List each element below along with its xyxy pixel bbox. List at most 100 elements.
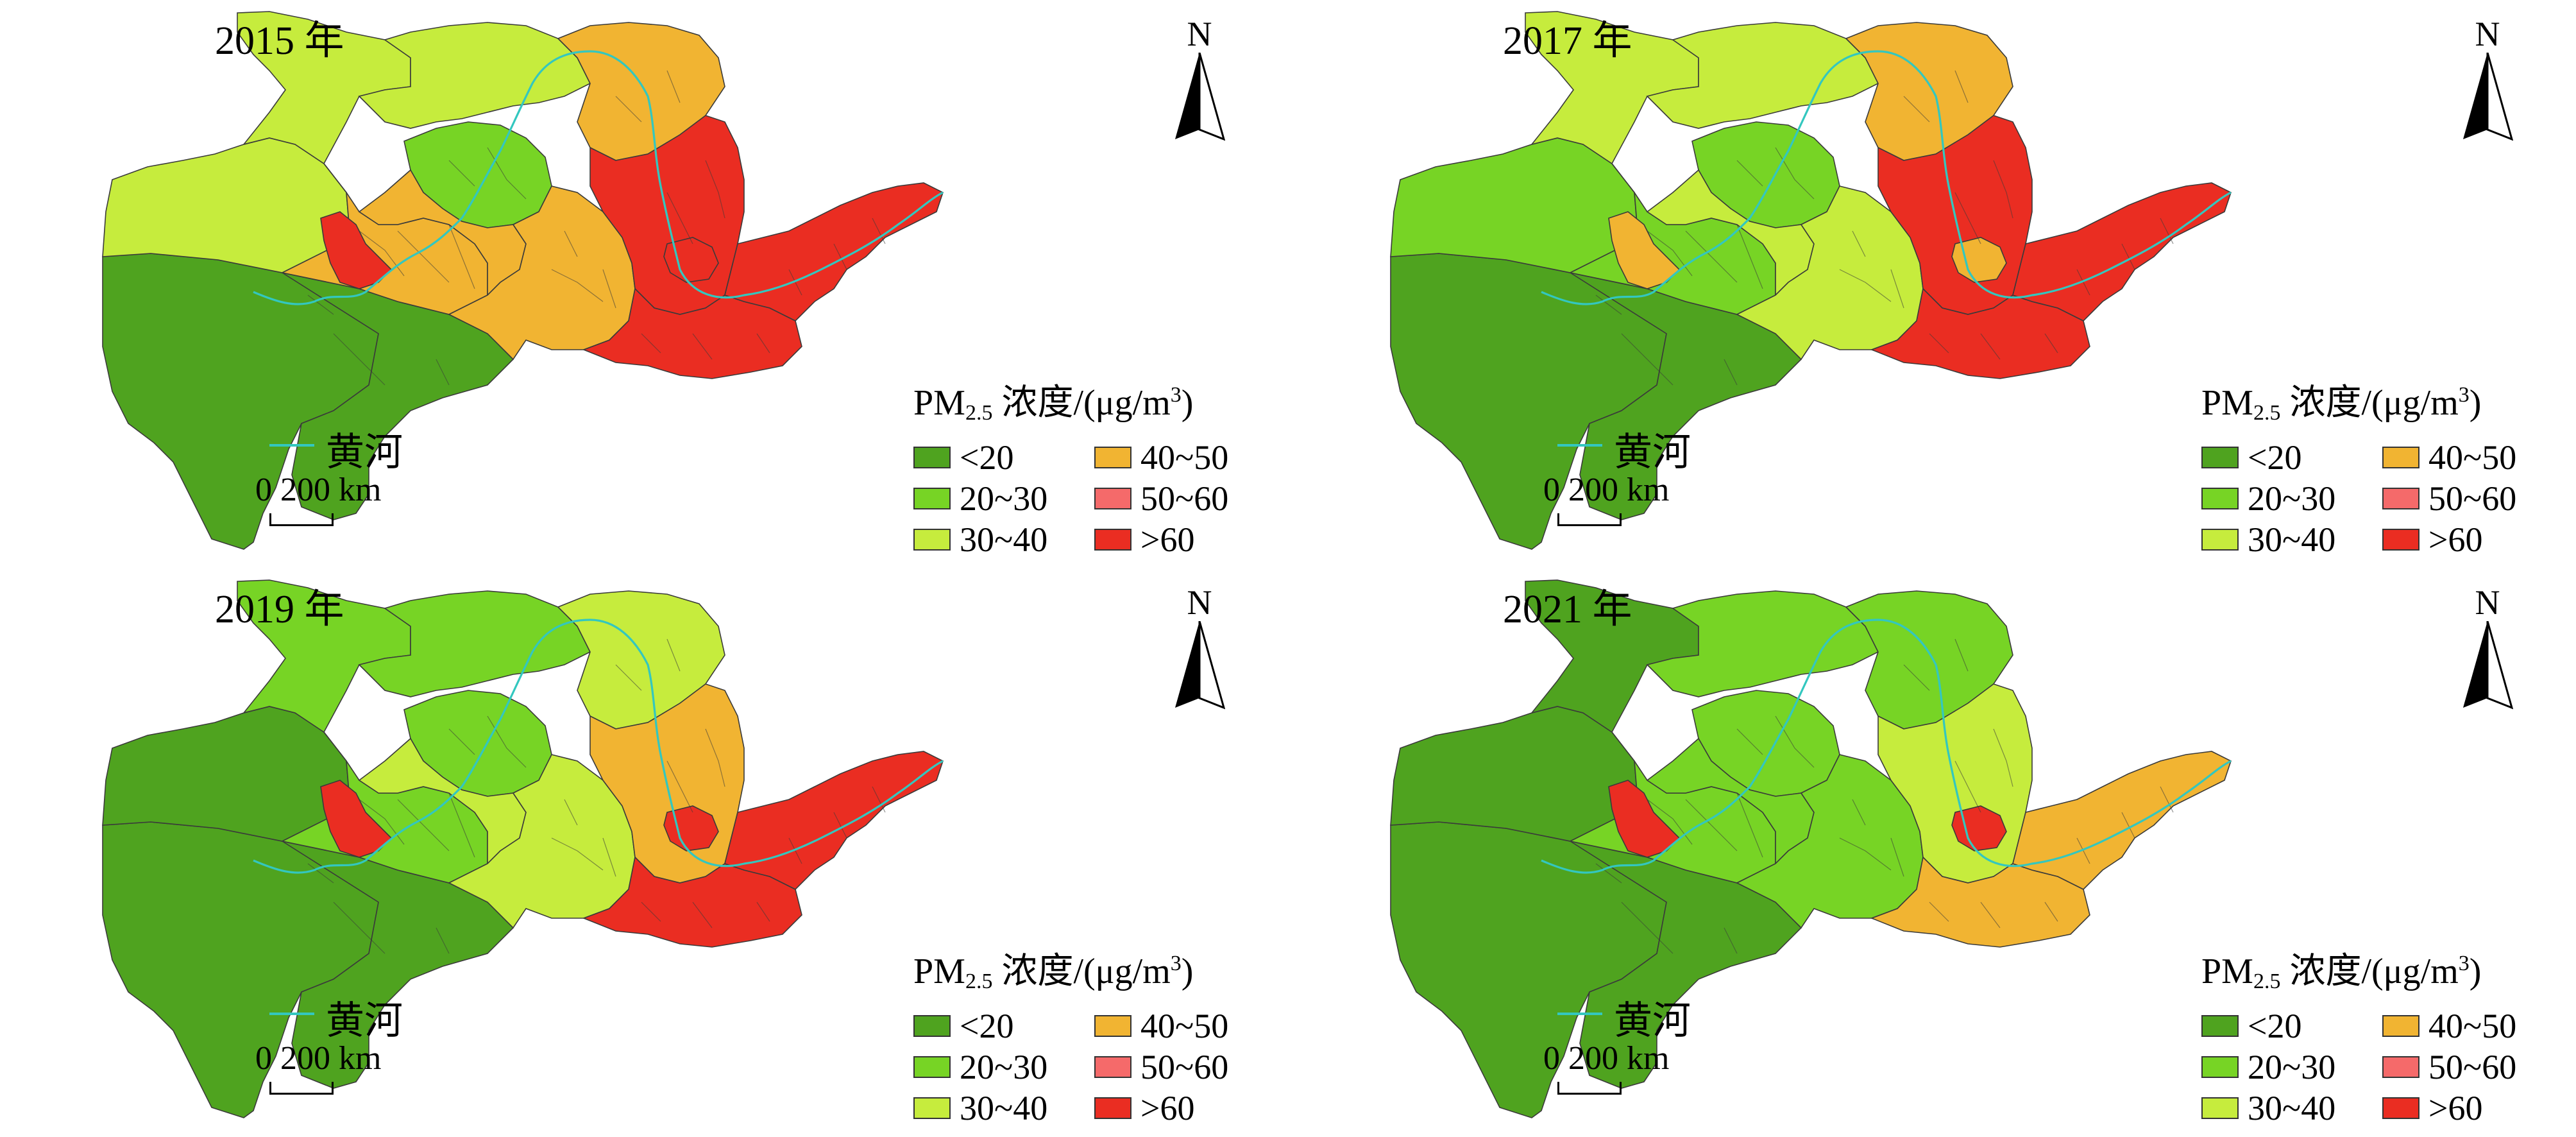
scale-bar-line — [269, 513, 334, 526]
legend-swatch — [913, 1056, 951, 1078]
region-local-hotspot — [1951, 237, 2007, 283]
north-arrow: N — [2455, 583, 2520, 711]
pm25-legend: PM2.5 浓度/(μg/m3) <20 20~30 30~40 40~50 50~60… — [913, 373, 1273, 559]
scale-bar: 0 200 km — [1543, 471, 1697, 529]
legend-label: <20 — [2248, 438, 2302, 477]
map-panel-2021-年: 2021 年 N 黄河 0 200 km PM2.5 浓度/(μg/m3) <2… — [1288, 568, 2576, 1137]
legend-label: 40~50 — [1140, 1007, 1229, 1045]
region-inner-mongolia-central — [358, 22, 591, 129]
legend-label: 50~60 — [1140, 479, 1229, 518]
legend-label: 30~40 — [2248, 1089, 2336, 1127]
legend-swatch — [1094, 488, 1131, 509]
river-legend-label: 黄河 — [326, 431, 403, 474]
legend-swatch — [913, 447, 951, 468]
north-letter: N — [1187, 15, 1212, 53]
legend-swatch — [913, 1015, 951, 1037]
legend-label: <20 — [2248, 1007, 2302, 1045]
pm25-legend: PM2.5 浓度/(μg/m3) <20 20~30 30~40 40~50 50~60… — [913, 942, 1273, 1127]
year-title: 2019 年 — [215, 588, 344, 631]
region-inner-mongolia-west — [237, 579, 411, 733]
legend-label: 30~40 — [960, 1089, 1048, 1127]
north-letter: N — [1187, 583, 1212, 622]
legend-swatch — [2382, 529, 2419, 551]
county-boundaries — [1595, 70, 2174, 386]
map-panel-2015-年: 2015 年 N 黄河 0 200 km PM2.5 浓度/(μg/m3) <2… — [0, 0, 1288, 568]
north-arrow-icon — [1175, 53, 1225, 141]
legend-label: 20~30 — [2248, 479, 2336, 518]
legend-swatch — [2382, 488, 2419, 509]
region-inner-mongolia-west — [237, 11, 411, 165]
region-shandong — [724, 751, 944, 890]
legend-label: 40~50 — [1140, 438, 1229, 477]
region-qinghai — [1390, 706, 1638, 842]
region-layer — [1390, 579, 2232, 1118]
year-title: 2021 年 — [1503, 588, 1632, 631]
map-panel-2017-年: 2017 年 N 黄河 0 200 km PM2.5 浓度/(μg/m3) <2… — [1288, 0, 2576, 568]
legend-swatch — [2382, 1056, 2419, 1078]
legend-label: 20~30 — [960, 1048, 1048, 1086]
county-boundaries — [1595, 638, 2174, 954]
legend-label: 50~60 — [2428, 479, 2517, 518]
river-legend-label: 黄河 — [326, 1000, 403, 1042]
region-shandong — [2012, 182, 2232, 321]
region-qinghai — [102, 706, 350, 842]
scale-bar: 0 200 km — [1543, 1039, 1697, 1097]
region-shandong — [2012, 751, 2232, 890]
scale-bar: 0 200 km — [255, 471, 409, 529]
legend-label: >60 — [2428, 1089, 2483, 1127]
yellow-river-line — [1541, 619, 2232, 874]
legend-swatch — [2201, 488, 2239, 509]
river-line-icon — [269, 444, 314, 447]
north-arrow: N — [1167, 583, 1232, 711]
scale-bar-text: 0 200 km — [1543, 1040, 1670, 1077]
north-arrow: N — [1167, 14, 1232, 142]
region-qinghai — [1390, 137, 1638, 273]
legend-label: 50~60 — [2428, 1048, 2517, 1086]
legend-swatch — [2201, 1097, 2239, 1119]
river-legend-label: 黄河 — [1614, 431, 1691, 474]
region-qinghai — [102, 137, 350, 273]
year-title: 2017 年 — [1503, 19, 1632, 63]
choropleth-map — [1390, 579, 2232, 1118]
legend-swatch — [1094, 447, 1131, 468]
legend-swatch — [2382, 1097, 2419, 1119]
legend-label: 30~40 — [2248, 520, 2336, 559]
choropleth-map — [1390, 11, 2232, 550]
north-letter: N — [2475, 15, 2500, 53]
legend-swatch — [2201, 1015, 2239, 1037]
legend-swatch — [2201, 447, 2239, 468]
yellow-river-line — [1541, 50, 2232, 305]
scale-bar-text: 0 200 km — [255, 472, 382, 508]
pm25-legend: PM2.5 浓度/(μg/m3) <20 20~30 30~40 40~50 50~60… — [2201, 942, 2561, 1127]
river-line-icon — [269, 1013, 314, 1015]
legend-label: 40~50 — [2428, 438, 2517, 477]
county-boundaries — [307, 638, 886, 954]
legend-swatch — [1094, 1015, 1131, 1037]
region-inner-mongolia-central — [1646, 590, 1879, 697]
scale-bar-line — [1557, 513, 1622, 526]
legend-label: 50~60 — [1140, 1048, 1229, 1086]
legend-swatch — [1094, 529, 1131, 551]
legend-label: 20~30 — [2248, 1048, 2336, 1086]
legend-swatch — [2201, 1056, 2239, 1078]
legend-title: PM2.5 浓度/(μg/m3) — [913, 952, 1194, 993]
legend-label: >60 — [2428, 520, 2483, 559]
north-arrow: N — [2455, 14, 2520, 142]
legend-label: >60 — [1140, 520, 1195, 559]
choropleth-map — [102, 11, 944, 550]
region-local-hotspot — [663, 237, 719, 283]
scale-bar: 0 200 km — [255, 1039, 409, 1097]
legend-label: 30~40 — [960, 520, 1048, 559]
region-inner-mongolia-west — [1525, 579, 1699, 733]
legend-swatch — [2201, 529, 2239, 551]
north-arrow-icon — [2463, 53, 2513, 141]
legend-label: 20~30 — [960, 479, 1048, 518]
legend-swatch — [913, 529, 951, 551]
legend-swatch — [2382, 447, 2419, 468]
north-arrow-icon — [2463, 621, 2513, 710]
north-arrow-icon — [1175, 621, 1225, 710]
legend-swatch — [913, 488, 951, 509]
river-line-icon — [1557, 444, 1602, 447]
river-legend-label: 黄河 — [1614, 1000, 1691, 1042]
region-local-hotspot — [663, 805, 719, 851]
